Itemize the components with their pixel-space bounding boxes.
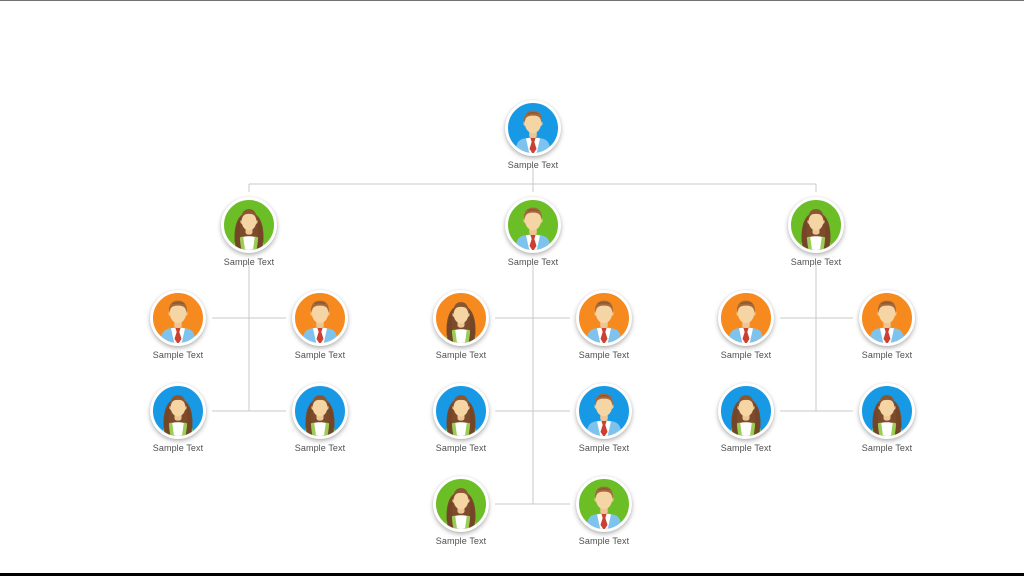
node-label: Sample Text xyxy=(223,257,275,267)
org-node-b4[interactable]: Sample Text xyxy=(576,383,632,453)
bottom-edge-bar xyxy=(0,573,1024,576)
org-node-a4[interactable]: Sample Text xyxy=(292,383,348,453)
female-avatar-icon xyxy=(150,383,206,439)
node-label: Sample Text xyxy=(435,536,487,546)
node-label: Sample Text xyxy=(152,443,204,453)
female-avatar-icon xyxy=(221,197,277,253)
org-node-b5[interactable]: Sample Text xyxy=(433,476,489,546)
male-avatar-icon xyxy=(505,197,561,253)
org-node-c3[interactable]: Sample Text xyxy=(718,383,774,453)
node-label: Sample Text xyxy=(507,257,559,267)
node-label: Sample Text xyxy=(720,443,772,453)
org-node-gL[interactable]: Sample Text xyxy=(221,197,277,267)
female-avatar-icon xyxy=(859,383,915,439)
node-label: Sample Text xyxy=(720,350,772,360)
node-label: Sample Text xyxy=(578,350,630,360)
org-node-a3[interactable]: Sample Text xyxy=(150,383,206,453)
male-avatar-icon xyxy=(576,290,632,346)
node-label: Sample Text xyxy=(152,350,204,360)
org-node-a2[interactable]: Sample Text xyxy=(292,290,348,360)
male-avatar-icon xyxy=(576,383,632,439)
female-avatar-icon xyxy=(433,383,489,439)
male-avatar-icon xyxy=(505,100,561,156)
org-node-b2[interactable]: Sample Text xyxy=(576,290,632,360)
female-avatar-icon xyxy=(433,290,489,346)
male-avatar-icon xyxy=(292,290,348,346)
org-node-gR[interactable]: Sample Text xyxy=(788,197,844,267)
org-node-root[interactable]: Sample Text xyxy=(505,100,561,170)
female-avatar-icon xyxy=(433,476,489,532)
male-avatar-icon xyxy=(718,290,774,346)
org-node-c1[interactable]: Sample Text xyxy=(718,290,774,360)
male-avatar-icon xyxy=(150,290,206,346)
male-avatar-icon xyxy=(576,476,632,532)
node-label: Sample Text xyxy=(435,350,487,360)
node-label: Sample Text xyxy=(507,160,559,170)
node-label: Sample Text xyxy=(435,443,487,453)
org-node-b6[interactable]: Sample Text xyxy=(576,476,632,546)
node-label: Sample Text xyxy=(790,257,842,267)
org-node-b3[interactable]: Sample Text xyxy=(433,383,489,453)
node-label: Sample Text xyxy=(578,443,630,453)
node-label: Sample Text xyxy=(861,443,913,453)
node-label: Sample Text xyxy=(578,536,630,546)
top-edge-line xyxy=(0,0,1024,1)
node-label: Sample Text xyxy=(294,443,346,453)
female-avatar-icon xyxy=(788,197,844,253)
node-label: Sample Text xyxy=(861,350,913,360)
node-label: Sample Text xyxy=(294,350,346,360)
female-avatar-icon xyxy=(292,383,348,439)
org-node-c4[interactable]: Sample Text xyxy=(859,383,915,453)
org-node-b1[interactable]: Sample Text xyxy=(433,290,489,360)
org-node-a1[interactable]: Sample Text xyxy=(150,290,206,360)
org-node-gM[interactable]: Sample Text xyxy=(505,197,561,267)
org-node-c2[interactable]: Sample Text xyxy=(859,290,915,360)
female-avatar-icon xyxy=(718,383,774,439)
male-avatar-icon xyxy=(859,290,915,346)
